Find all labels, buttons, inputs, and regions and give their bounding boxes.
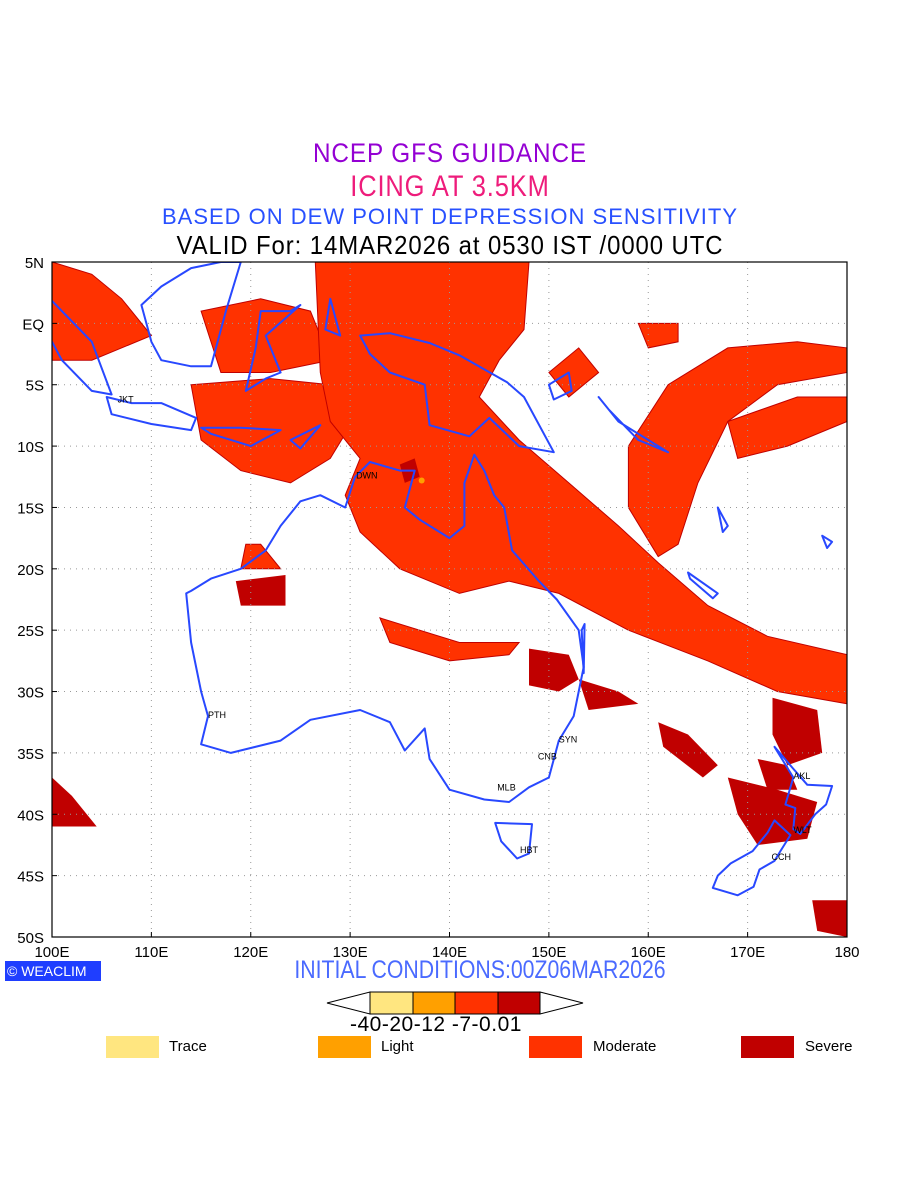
severe-icing-area bbox=[235, 575, 286, 606]
mask-top bbox=[0, 0, 900, 262]
lat-label: EQ bbox=[22, 316, 44, 333]
severe-icing-area bbox=[658, 722, 718, 778]
colorbar bbox=[326, 991, 584, 1015]
station-label-wlt: WLT bbox=[793, 825, 812, 835]
legend-label: Light bbox=[381, 1038, 414, 1055]
coastlines bbox=[0, 0, 900, 1000]
station-label-cch: CCH bbox=[771, 852, 791, 862]
coastline bbox=[580, 623, 586, 675]
grid-lines bbox=[52, 262, 847, 937]
title-model: NCEP GFS GUIDANCE bbox=[312, 138, 588, 168]
lat-label: 40S bbox=[17, 807, 44, 824]
lat-label: 50S bbox=[17, 930, 44, 947]
lon-label: 140E bbox=[432, 944, 467, 961]
colorbar-severe bbox=[497, 991, 541, 1015]
coastline bbox=[711, 819, 792, 897]
colorbar-moderate bbox=[454, 991, 499, 1015]
legend-swatch-severe bbox=[741, 1036, 794, 1058]
legend-label: Severe bbox=[805, 1038, 853, 1055]
lat-label: 10S bbox=[17, 439, 44, 456]
severe-icing-area bbox=[772, 697, 823, 766]
lat-label: 15S bbox=[17, 500, 44, 517]
lon-label: 100E bbox=[34, 944, 69, 961]
lat-label: 30S bbox=[17, 685, 44, 702]
station-label-akl: AKL bbox=[793, 771, 810, 781]
mask-bottom bbox=[0, 937, 900, 1000]
moderate-icing-area bbox=[637, 322, 679, 349]
coastline bbox=[185, 453, 585, 803]
coastline bbox=[494, 821, 533, 860]
coastline bbox=[244, 304, 302, 392]
legend-label: Moderate bbox=[593, 1038, 657, 1055]
coastline bbox=[716, 506, 729, 533]
station-label-cnb: CNB bbox=[538, 752, 557, 762]
weaclim-logo: © WEACLIM bbox=[5, 961, 101, 981]
legend-label: Trace bbox=[169, 1038, 207, 1055]
logo-text: WEACLIM bbox=[21, 963, 87, 979]
lat-label: 20S bbox=[17, 562, 44, 579]
lon-label: 180 bbox=[834, 944, 859, 961]
coastline bbox=[140, 261, 242, 368]
station-label-dwn: DWN bbox=[356, 471, 378, 481]
coastline bbox=[821, 534, 834, 549]
colorbar-trace bbox=[369, 991, 414, 1015]
legend-swatch-trace bbox=[106, 1036, 159, 1058]
lon-label: 110E bbox=[134, 944, 168, 961]
severe-icing-area bbox=[578, 679, 639, 710]
initial-conditions: INITIAL CONDITIONS:00Z06MAR2026 bbox=[294, 956, 666, 984]
legend-swatch-moderate bbox=[529, 1036, 582, 1058]
lon-label: 170E bbox=[730, 944, 765, 961]
lon-label: 130E bbox=[333, 944, 368, 961]
coastline bbox=[687, 571, 719, 600]
legend-swatch-light bbox=[318, 1036, 371, 1058]
moderate-icing-area bbox=[379, 617, 521, 662]
moderate-icing-area bbox=[627, 341, 848, 558]
coastline bbox=[547, 371, 573, 401]
lat-label: 5N bbox=[25, 255, 44, 272]
severe-icing-area bbox=[52, 777, 97, 827]
lon-label: 150E bbox=[531, 944, 566, 961]
station-label-syn: SYN bbox=[559, 734, 578, 744]
title-method: BASED ON DEW POINT DEPRESSION SENSITIVIT… bbox=[161, 204, 739, 229]
coastline bbox=[200, 426, 282, 448]
moderate-icing-area bbox=[548, 347, 600, 398]
colorbar-high-arrow bbox=[539, 991, 584, 1015]
severe-icing-area bbox=[812, 900, 847, 937]
station-label-pth: PTH bbox=[208, 710, 226, 720]
coastline bbox=[324, 297, 342, 337]
coastline bbox=[773, 745, 834, 835]
lat-label: 35S bbox=[17, 746, 44, 763]
title-product: ICING AT 3.5KM bbox=[350, 170, 550, 203]
severe-icing-area bbox=[529, 648, 579, 692]
coastline bbox=[105, 396, 198, 432]
colorbar-low-arrow bbox=[326, 991, 371, 1015]
station-label-mlb: MLB bbox=[497, 782, 516, 792]
light-icing-spot bbox=[418, 477, 425, 484]
mask-left bbox=[0, 262, 52, 937]
lon-label: 160E bbox=[631, 944, 666, 961]
lat-label: 25S bbox=[17, 623, 44, 640]
station-label-jkt: JKT bbox=[118, 394, 135, 404]
coastline bbox=[597, 396, 670, 454]
coastline bbox=[359, 332, 555, 454]
lat-label: 5S bbox=[26, 378, 44, 395]
colorbar-light bbox=[412, 991, 456, 1015]
lat-label: 45S bbox=[17, 869, 44, 886]
moderate-icing-area bbox=[51, 261, 153, 361]
title-valid-time: VALID For: 14MAR2026 at 0530 IST /0000 U… bbox=[176, 230, 724, 260]
mask-right bbox=[847, 262, 900, 937]
lon-label: 120E bbox=[233, 944, 268, 961]
coastline bbox=[289, 424, 322, 450]
colorbar-labels: -40-20-12 -7-0.01 bbox=[350, 1013, 522, 1036]
severe-icing-area bbox=[727, 777, 818, 845]
station-label-hbt: HBT bbox=[520, 845, 539, 855]
